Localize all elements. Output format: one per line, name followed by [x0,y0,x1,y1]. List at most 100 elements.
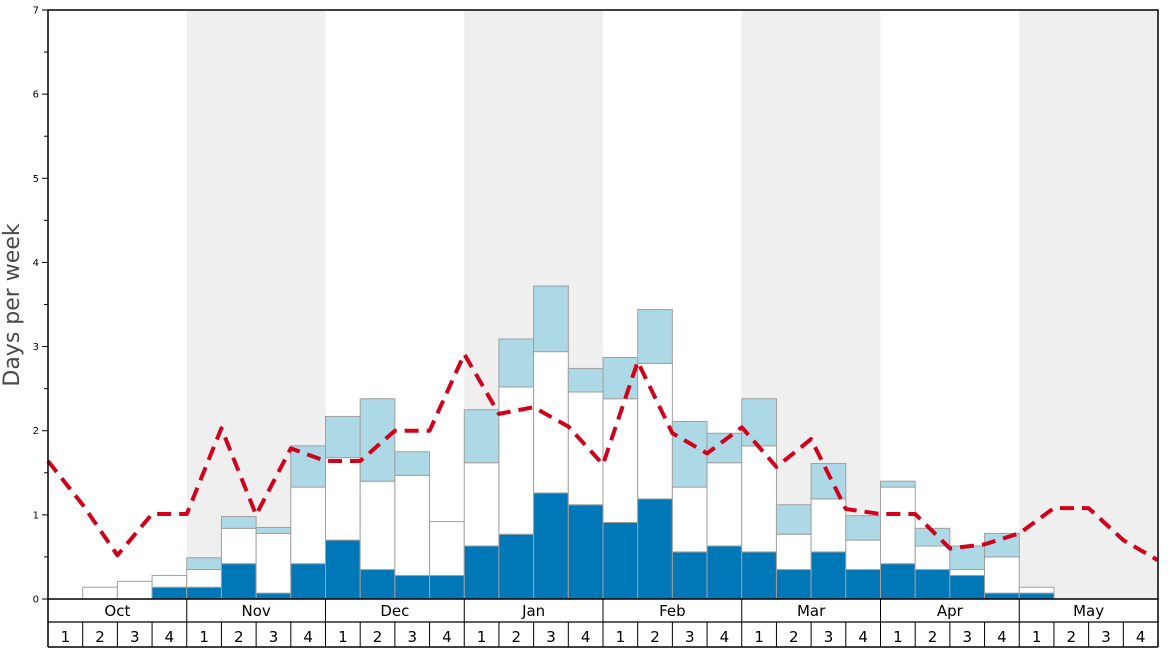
bar-segment [706,462,743,547]
month-band [1019,10,1158,599]
bar-segment [255,532,292,594]
bar-segment [498,533,535,600]
bar-segment [984,556,1020,594]
bar-segment [637,362,673,500]
week-label: 3 [546,628,556,646]
week-label: 4 [1136,628,1146,646]
bar-segment [463,409,500,464]
bar-segment [706,545,743,600]
bar-segment [394,451,431,476]
week-label: 4 [720,628,730,646]
bar-segment [637,498,673,600]
bar-segment [186,557,222,571]
bar-segment [290,563,326,600]
week-label: 2 [928,628,938,646]
month-label: May [1073,602,1104,620]
y-axis: 0 1 2 3 4 5 6 7 [33,6,48,606]
bar-segment [533,285,569,353]
bar-segment [429,521,465,576]
bar-segment [810,551,847,600]
bar-segment [602,521,639,600]
week-label: 3 [269,628,279,646]
bar-segment [914,569,951,600]
bar-segment [255,526,292,534]
week-label: 4 [303,628,313,646]
bar-segment [220,563,257,600]
bar-segment [325,415,361,459]
month-label: Dec [380,602,409,620]
bar-segment [810,463,847,500]
bar-segment [914,545,951,571]
bar-segment [1018,586,1055,594]
week-label: 1 [199,628,209,646]
bar-segment [775,504,812,535]
week-label: 3 [130,628,140,646]
y-tick-label: 6 [33,90,39,101]
bar-segment [637,309,673,364]
bar-segment [741,551,777,600]
bar-segment [151,574,188,588]
week-label: 2 [650,628,660,646]
bar-segment [810,498,847,553]
bar-segment [671,486,708,553]
bar-segment [463,545,500,600]
bar-segment [741,398,777,447]
bar-segment [880,486,916,565]
week-label: 1 [61,628,71,646]
bar-segment [845,569,881,600]
week-label: 1 [338,628,348,646]
bar-segment [359,398,396,482]
y-tick-label: 4 [33,258,39,269]
y-tick-label: 2 [33,426,39,437]
week-label: 3 [824,628,834,646]
bar-segment [567,391,604,506]
bar-segment [984,592,1020,600]
bar-segment [394,574,431,600]
bar-segment [290,486,326,565]
week-label: 2 [373,628,383,646]
bar-segment [1018,592,1055,600]
bar-segment [325,457,361,541]
bar-segment [949,574,986,600]
bar-segment [186,569,222,588]
month-label: Nov [241,602,270,620]
week-label: 1 [616,628,626,646]
week-label: 2 [234,628,244,646]
y-tick-label: 1 [33,510,39,521]
bar-segment [741,445,777,553]
bar-segment [220,527,257,565]
month-label: Jan [521,602,545,620]
bar-segment [880,563,916,600]
week-label: 1 [754,628,764,646]
bar-segment [255,592,292,600]
month-label: Apr [937,602,964,620]
y-tick-label: 3 [33,342,39,353]
month-label: Feb [659,602,686,620]
bar-segment [671,420,708,488]
bar-segment [186,586,222,600]
bar-segment [325,539,361,600]
bar-segment [949,569,986,576]
bar-segment [845,539,881,571]
bar-segment [533,492,569,600]
week-label: 3 [685,628,695,646]
week-label: 1 [893,628,903,646]
bar-segment [82,586,118,600]
bar-segment [567,504,604,600]
week-label: 1 [1032,628,1042,646]
bar-segment [602,357,639,400]
week-label: 4 [581,628,591,646]
x-axis: Oct Nov Dec Jan Feb Mar Apr May 1 2 3 4 1 2 3 4 1 2 3 4 1 2 3 4… [47,599,1159,648]
bar-segment [220,516,257,529]
month-band [48,10,187,599]
week-label: 4 [442,628,452,646]
bar-segment [775,569,812,600]
week-label: 4 [165,628,175,646]
bar-segment [949,545,986,571]
y-tick-label: 7 [33,6,39,17]
bar-segment [671,551,708,600]
bar-segment [567,367,604,393]
week-label: 4 [997,628,1007,646]
week-label: 4 [858,628,868,646]
